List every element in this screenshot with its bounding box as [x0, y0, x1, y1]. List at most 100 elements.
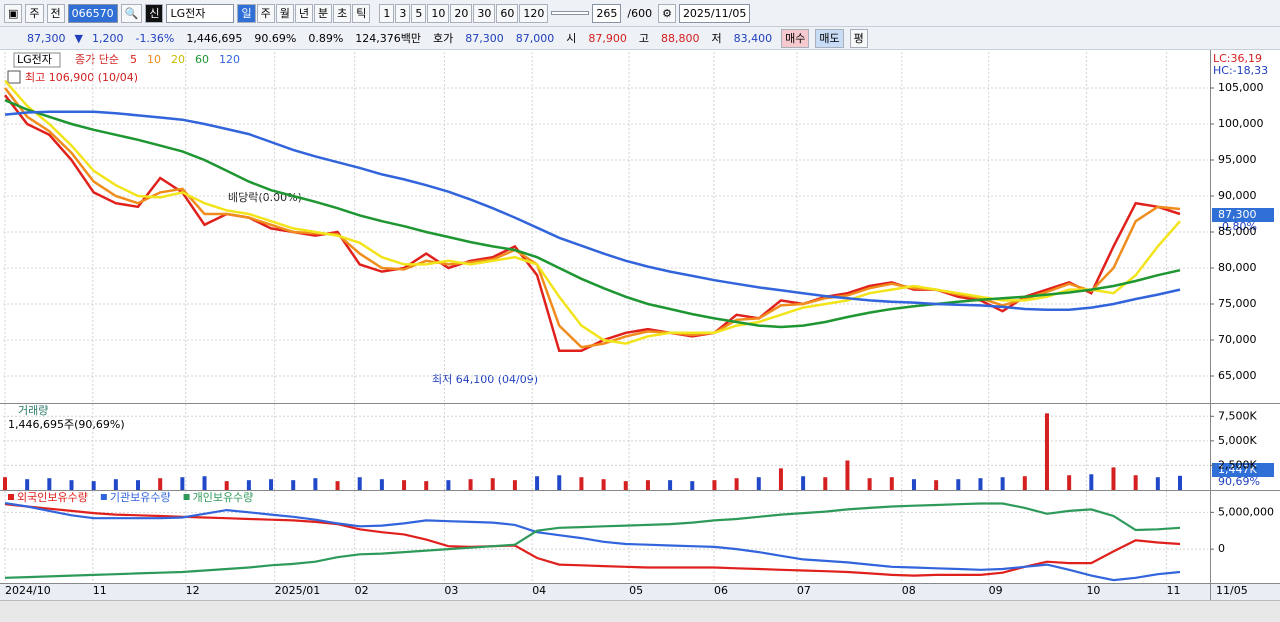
low: 83,400: [733, 31, 773, 45]
volume-bar: [535, 476, 540, 490]
open: 87,900: [588, 31, 627, 45]
y-tick-label: 65,000: [1218, 369, 1257, 382]
volume-bar: [113, 479, 118, 490]
name-input[interactable]: LG전자: [166, 3, 235, 23]
legend-swatch: [100, 494, 107, 500]
volume-bar: [712, 480, 717, 490]
series-line: [4, 502, 1181, 579]
high-label: 고: [638, 32, 650, 45]
period-button[interactable]: 일: [237, 3, 256, 23]
y-tick-label: 80,000: [1218, 261, 1257, 274]
volume-bar: [579, 477, 584, 490]
prefix[interactable]: 전: [46, 3, 65, 23]
x-tick-label: 09: [989, 584, 1003, 597]
chart-bg: [0, 50, 1280, 600]
period-button[interactable]: 주: [256, 3, 275, 23]
price-tag-text: 87,300: [1218, 208, 1257, 221]
y-tick-label: 105,000: [1218, 81, 1264, 94]
volume-bar: [1044, 413, 1049, 490]
volume-bar: [25, 479, 30, 490]
series-line: [4, 79, 1181, 345]
volume-bar: [224, 481, 229, 490]
volume-bar: [623, 481, 628, 490]
volume-bar: [645, 480, 650, 490]
x-tick-label: 02: [355, 584, 369, 597]
y-tick-label: 90,000: [1218, 189, 1257, 202]
volume-bar: [601, 479, 606, 490]
interval-button[interactable]: 60: [496, 3, 519, 23]
legend-entry: 5: [130, 53, 137, 66]
volume-bar: [956, 479, 961, 490]
end-date: 11/05: [1216, 584, 1248, 597]
menu-icon[interactable]: ▣: [4, 3, 23, 23]
arrow: ▼: [74, 31, 83, 45]
period-button[interactable]: 분: [313, 3, 333, 23]
volume-bar: [269, 479, 274, 490]
turnover: 0.89%: [308, 31, 344, 45]
volume-bar: [202, 476, 207, 490]
volume-bar: [246, 480, 251, 490]
volume-bar: [690, 481, 695, 490]
x-tick-label: 08: [902, 584, 916, 597]
search[interactable]: 🔍: [120, 3, 143, 23]
volume-subtitle: 1,446,695주(90,69%): [8, 418, 125, 431]
interval-button[interactable]: 30: [473, 3, 496, 23]
x-tick-label: 07: [797, 584, 811, 597]
x-tick-label: 11: [93, 584, 107, 597]
interval-button[interactable]: 120: [519, 3, 549, 23]
code-input[interactable]: 066570: [67, 3, 118, 23]
x-tick-label: 06: [714, 584, 728, 597]
volume-bar: [934, 480, 939, 490]
period-button[interactable]: 년: [294, 3, 313, 23]
x-tick-label: 2024/10: [5, 584, 51, 597]
date-input[interactable]: 2025/11/05: [678, 3, 751, 23]
volume-bar: [1067, 475, 1072, 490]
bid: 87,000: [515, 31, 555, 45]
high-note: 최고 106,900 (10/04): [25, 71, 138, 84]
x-tick-label: 10: [1086, 584, 1100, 597]
volume-bar: [424, 481, 429, 490]
volume-bar: [468, 479, 473, 490]
tool-icons[interactable]: ⚙: [658, 3, 676, 23]
y-tick-label: 7,500K: [1218, 409, 1257, 422]
scrollbar[interactable]: [0, 600, 1280, 622]
sell-button[interactable]: 매도: [815, 28, 844, 48]
series-line: [4, 110, 1181, 312]
count[interactable]: 265: [592, 3, 622, 23]
volume-bar: [845, 460, 850, 490]
volume: 1,446,695: [186, 31, 243, 45]
low-note: 최저 64,100 (04/09): [432, 373, 538, 386]
interval-button[interactable]: 1: [379, 3, 395, 23]
volume-bar: [557, 475, 562, 490]
period-button[interactable]: 틱: [352, 3, 371, 23]
legend-entry: 10: [147, 53, 161, 66]
volume-bar: [313, 478, 318, 490]
interval-button[interactable]: 20: [450, 3, 473, 23]
buy-button[interactable]: 매수: [781, 28, 810, 48]
chart: LG전자 종가 단순 최고 106,900 (10/04) 배당락(0.00%)…: [0, 50, 1280, 600]
interval-button[interactable]: 3: [395, 3, 411, 23]
lc-label: LC:36,19: [1213, 52, 1262, 65]
change-pct: -1.36%: [135, 31, 175, 45]
period-button[interactable]: 초: [333, 3, 352, 23]
count-input[interactable]: [551, 11, 590, 15]
avg-button[interactable]: 평: [849, 28, 868, 48]
stock-select[interactable]: 주: [25, 3, 44, 23]
dividend-note: 배당락(0.00%): [228, 191, 302, 204]
volume-bar: [3, 477, 7, 490]
stock-label: LG전자: [17, 53, 52, 66]
stock-label-box: [13, 52, 61, 68]
series-line: [4, 502, 1181, 582]
interval-button[interactable]: 10: [427, 3, 450, 23]
volume-bar: [1155, 477, 1160, 490]
volume-bar: [1111, 467, 1116, 490]
interval-button[interactable]: 5: [411, 3, 427, 23]
x-tick-label: 04: [532, 584, 546, 597]
volume-bar: [512, 480, 517, 490]
bid-label: 호가: [433, 32, 454, 45]
legend-swatch: [8, 494, 14, 500]
volume-bar: [1089, 474, 1094, 490]
volume-bar: [91, 481, 96, 490]
period-button[interactable]: 월: [275, 3, 294, 23]
